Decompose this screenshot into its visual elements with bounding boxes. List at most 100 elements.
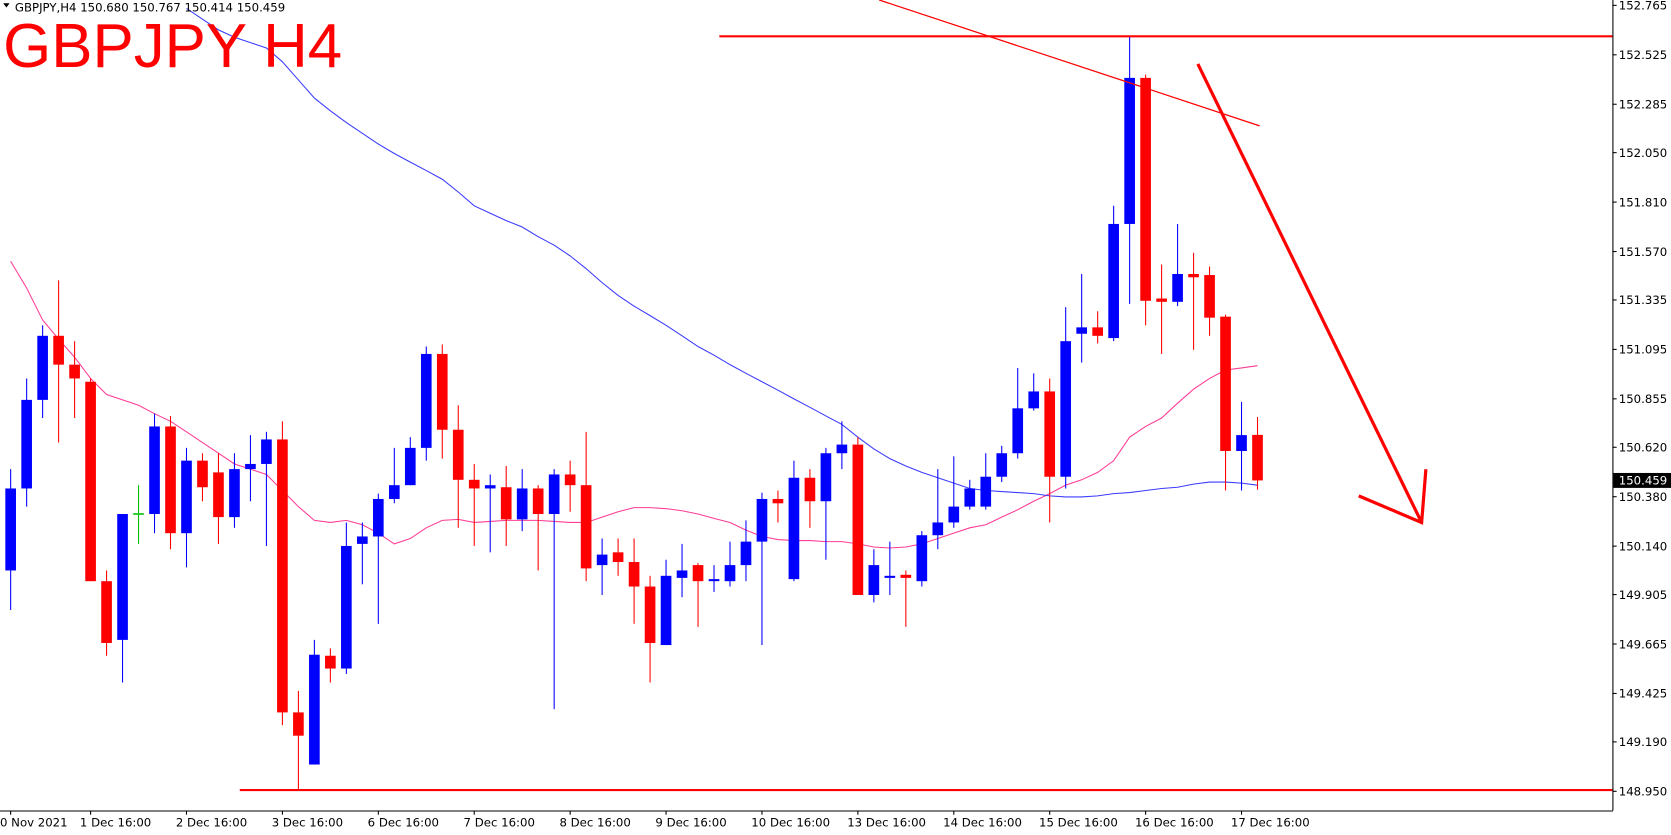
candle-body xyxy=(596,554,608,566)
candle-body xyxy=(580,485,592,569)
candle-body xyxy=(1108,223,1119,339)
x-tick-label: 13 Dec 16:00 xyxy=(847,815,926,829)
x-tick-label: 1 Dec 16:00 xyxy=(80,815,151,829)
y-tick-label: 149.665 xyxy=(1619,637,1667,651)
arrow-head xyxy=(1358,469,1428,525)
candle-body xyxy=(1092,327,1103,336)
candle-body xyxy=(756,498,768,542)
candle-body xyxy=(1124,77,1135,224)
x-tick-label: 6 Dec 16:00 xyxy=(368,815,439,829)
x-tick-label: 0 Nov 2021 xyxy=(0,815,68,829)
x-tick-label: 9 Dec 16:00 xyxy=(655,815,726,829)
candle-body xyxy=(564,474,576,486)
candle-body xyxy=(532,488,544,515)
candle-body xyxy=(452,429,464,480)
candle-body xyxy=(868,565,880,595)
y-tick-label: 150.380 xyxy=(1619,490,1667,504)
candle-body xyxy=(1044,391,1056,477)
candle-body xyxy=(420,353,432,448)
candle-body xyxy=(500,487,512,520)
candle-body xyxy=(964,488,976,507)
candle-body xyxy=(932,522,944,536)
candle-body xyxy=(21,399,32,489)
candle-body xyxy=(948,506,960,523)
candle-body xyxy=(980,476,992,507)
y-tick-label: 151.570 xyxy=(1619,245,1667,259)
plot-area xyxy=(5,8,1613,792)
candle-body xyxy=(85,381,96,582)
candle-body xyxy=(1188,274,1199,278)
candle-body xyxy=(53,335,64,365)
candle-body xyxy=(181,460,192,534)
candle-body xyxy=(900,574,912,578)
trend-line xyxy=(878,0,1260,127)
candle-body xyxy=(436,353,448,430)
x-tick-label: 16 Dec 16:00 xyxy=(1135,815,1214,829)
candle-body xyxy=(1060,341,1072,477)
y-tick-label: 151.335 xyxy=(1619,293,1667,307)
y-tick-label: 152.050 xyxy=(1619,146,1667,160)
candle-body xyxy=(261,439,272,464)
candle-body xyxy=(772,498,784,504)
candle-body xyxy=(1028,391,1040,409)
candle-body xyxy=(277,439,288,713)
candle-body xyxy=(1220,316,1231,451)
candle-body xyxy=(293,712,304,736)
candle-body xyxy=(468,479,480,489)
candle-body xyxy=(37,335,48,400)
chart-title: GBPJPY H4 xyxy=(3,12,342,81)
candle-body xyxy=(836,444,848,454)
candle-body xyxy=(740,541,752,566)
candle-body xyxy=(612,552,624,563)
candle-body xyxy=(5,488,16,571)
y-tick-label: 151.810 xyxy=(1619,195,1667,209)
candle-body xyxy=(69,364,80,379)
candle-body xyxy=(644,586,656,643)
candle-body xyxy=(404,447,416,486)
y-tick-label: 149.190 xyxy=(1619,735,1667,749)
y-tick-label: 151.095 xyxy=(1619,343,1667,357)
candle-body xyxy=(388,485,400,499)
menu-triangle[interactable] xyxy=(3,3,10,8)
y-tick-label: 152.765 xyxy=(1619,0,1667,13)
y-tick-label: 152.525 xyxy=(1619,48,1667,62)
x-tick-label: 15 Dec 16:00 xyxy=(1039,815,1118,829)
candle-body xyxy=(372,498,384,537)
candle-body xyxy=(213,472,224,518)
candle-body xyxy=(1236,435,1247,451)
x-tick-label: 10 Dec 16:00 xyxy=(751,815,830,829)
candle-body xyxy=(229,469,240,518)
candle-body xyxy=(484,485,496,489)
candle-body xyxy=(245,463,256,470)
candle-body xyxy=(1204,275,1215,318)
candle-body xyxy=(724,565,736,582)
candle-body xyxy=(548,474,560,515)
symbol-header: GBPJPY,H4 150.680 150.767 150.414 150.45… xyxy=(15,1,285,15)
candle-body xyxy=(165,426,176,534)
candle-body xyxy=(101,581,112,643)
candle-body xyxy=(357,536,368,544)
candle-body xyxy=(1252,434,1263,481)
y-tick-label: 148.950 xyxy=(1619,785,1667,799)
candle-body xyxy=(820,453,832,502)
candle-body xyxy=(884,575,896,578)
candle-body xyxy=(149,426,160,515)
arrow-shaft xyxy=(1196,63,1424,524)
candle-body xyxy=(708,579,720,582)
candle-body xyxy=(628,562,640,587)
candle-body xyxy=(676,570,688,578)
price-tag-label: 150.459 xyxy=(1619,474,1667,488)
candle-body xyxy=(660,575,672,646)
y-tick-label: 149.905 xyxy=(1619,588,1667,602)
x-tick-label: 2 Dec 16:00 xyxy=(176,815,247,829)
x-tick-label: 8 Dec 16:00 xyxy=(559,815,630,829)
candle-body xyxy=(996,453,1008,477)
candle-body xyxy=(788,477,800,580)
candle-body xyxy=(197,460,208,488)
candle-body xyxy=(804,477,816,502)
price-tag xyxy=(1613,472,1671,488)
candle-body xyxy=(692,565,704,582)
